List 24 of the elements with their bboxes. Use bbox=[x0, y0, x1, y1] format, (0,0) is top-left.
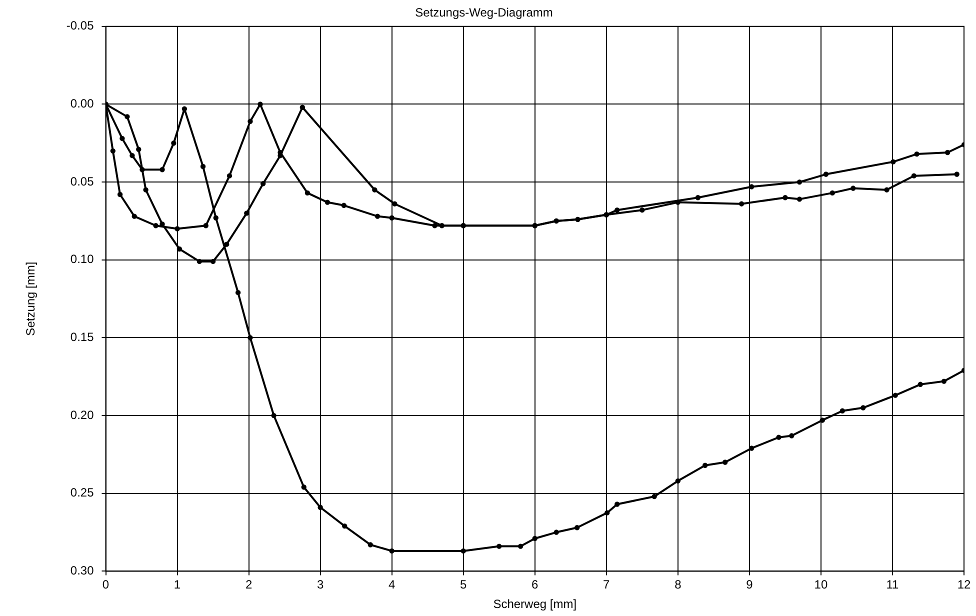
y-tick-label: 0.00 bbox=[70, 96, 94, 111]
x-tick-label: 5 bbox=[460, 578, 468, 592]
x-tick-label: 2 bbox=[245, 578, 252, 592]
y-tick-label: 0.10 bbox=[70, 252, 94, 266]
y-tick-label: 0.05 bbox=[70, 174, 94, 188]
y-tick-label: 0.25 bbox=[70, 486, 94, 500]
y-tick-label: 0.20 bbox=[70, 408, 94, 422]
x-tick-label: 7 bbox=[603, 578, 610, 592]
y-tick-label: -0.05 bbox=[66, 18, 94, 33]
chart-title: Setzungs-Weg-Diagramm bbox=[415, 6, 553, 20]
x-tick-label: 10 bbox=[814, 578, 828, 592]
y-axis-title: Setzung [mm] bbox=[24, 262, 38, 336]
y-tick-label: 0.30 bbox=[70, 564, 94, 578]
x-tick-label: 0 bbox=[102, 578, 110, 592]
x-tick-label: 11 bbox=[886, 578, 900, 592]
x-tick-label: 12 bbox=[957, 578, 971, 592]
x-tick-label: 4 bbox=[388, 578, 396, 592]
x-tick-label: 3 bbox=[316, 578, 324, 592]
y-tick-label: 0.15 bbox=[70, 330, 94, 344]
x-tick-label: 1 bbox=[174, 578, 181, 592]
x-tick-label: 6 bbox=[532, 578, 539, 592]
x-axis-title: Scherweg [mm] bbox=[493, 597, 577, 612]
x-tick-label: 9 bbox=[746, 578, 754, 592]
x-tick-label: 8 bbox=[674, 578, 682, 592]
